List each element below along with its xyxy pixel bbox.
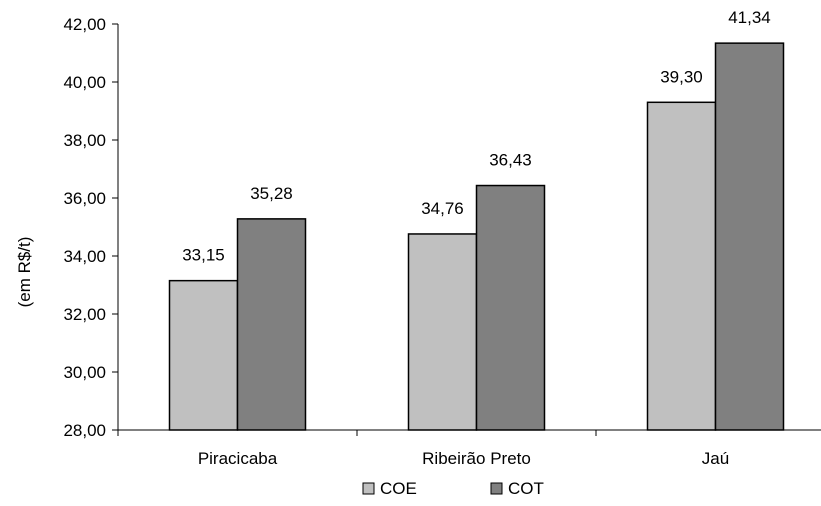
data-labels: 33,15 35,28 34,76 36,43 39,30 41,34: [182, 8, 771, 265]
legend: COE COT: [362, 479, 544, 498]
y-tick-label: 42,00: [63, 15, 106, 34]
x-category-label: Piracicaba: [198, 449, 278, 468]
bars: [168, 42, 785, 431]
bar-coe: [646, 101, 717, 431]
y-tick-label: 38,00: [63, 131, 106, 150]
data-label: 33,15: [182, 246, 225, 265]
legend-swatch-coe: [362, 482, 375, 495]
x-category-label: Jaú: [702, 449, 729, 468]
data-label: 41,34: [728, 8, 771, 27]
y-tick-label: 28,00: [63, 421, 106, 440]
data-label: 36,43: [489, 151, 532, 170]
bar-coe: [407, 233, 478, 431]
bar-coe: [168, 279, 239, 431]
legend-swatch-cot: [490, 482, 503, 495]
bar-cot: [236, 218, 307, 431]
y-tick-label: 34,00: [63, 247, 106, 266]
legend-label-cot: COT: [508, 479, 544, 498]
data-label: 39,30: [660, 67, 703, 86]
y-axis-label: (em R$/t): [15, 237, 34, 308]
data-label: 34,76: [421, 199, 464, 218]
legend-label-coe: COE: [380, 479, 417, 498]
x-category-label: Ribeirão Preto: [422, 449, 531, 468]
y-tick-label: 32,00: [63, 305, 106, 324]
bar-cot: [714, 42, 785, 431]
bar-cot: [475, 184, 546, 431]
y-tick-label: 30,00: [63, 363, 106, 382]
y-axis: 28,00 30,00 32,00 34,00 36,00 38,00 40,00 42,00: [63, 15, 119, 440]
y-tick-label: 36,00: [63, 189, 106, 208]
y-tick-label: 40,00: [63, 73, 106, 92]
x-axis: Piracicaba Ribeirão Preto Jaú: [117, 429, 821, 468]
data-label: 35,28: [250, 184, 293, 203]
